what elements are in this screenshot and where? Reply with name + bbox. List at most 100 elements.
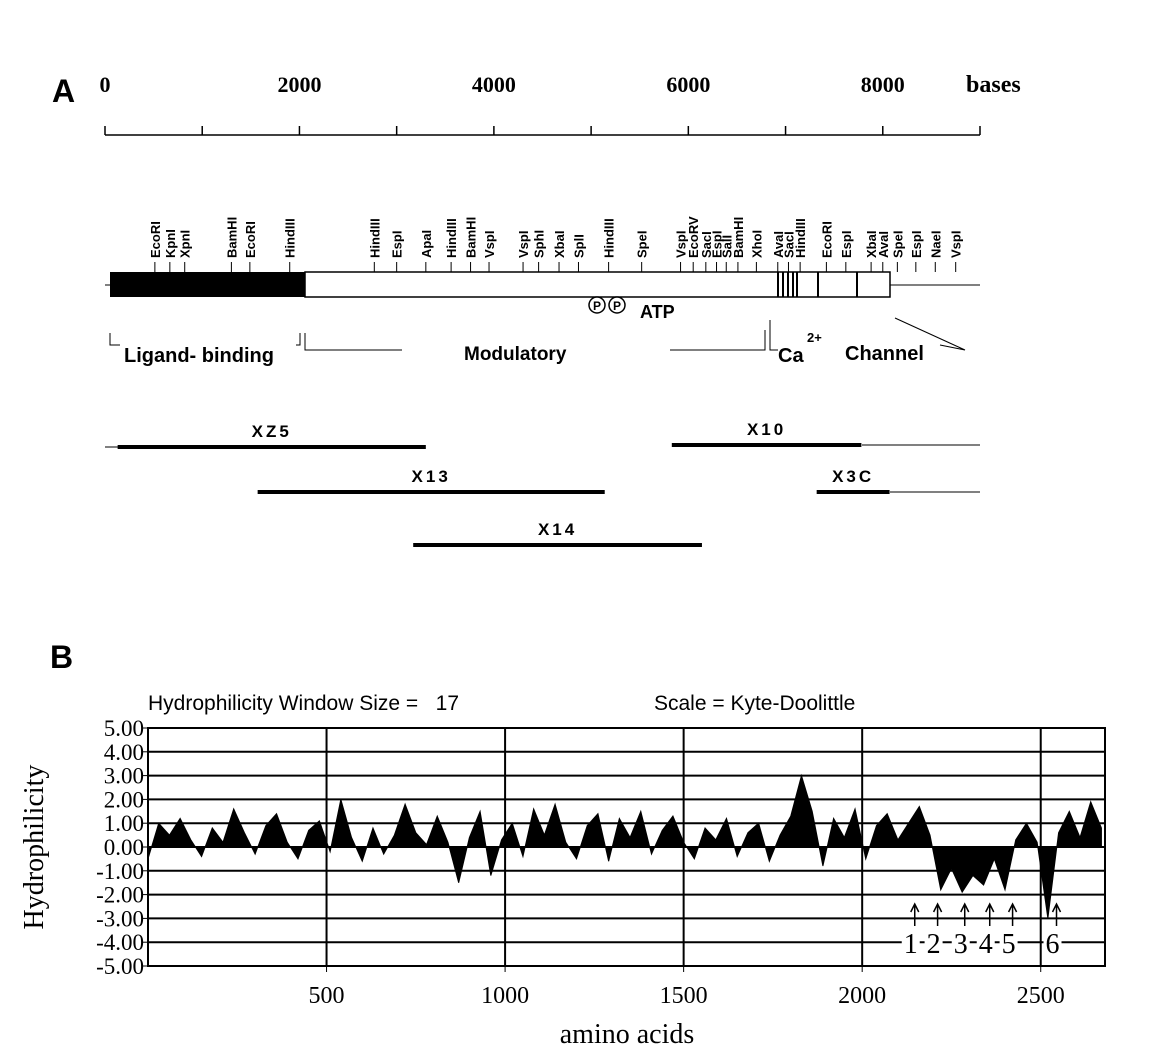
site-label: BamHI [464,217,479,258]
site-label: HindIII [283,218,298,258]
clone-extension [105,444,980,493]
panel-label: B [50,639,73,675]
domain-label: Ca [778,345,804,367]
annotation-bg [924,928,943,956]
y-tick-label: 3.00 [104,764,144,789]
y-tick-label: -3.00 [96,906,144,931]
site-label: SalI [719,235,734,258]
site-label: HindIII [602,218,617,258]
site-label: SphI [532,230,547,258]
domain-bracket [109,317,966,351]
site-label: XbaI [864,231,879,258]
atp-label: ATP [640,302,675,322]
scale-label: 0 [100,72,111,97]
gene-box [304,271,891,298]
y-tick-label: -4.00 [96,930,144,955]
annotation: 5 [1002,929,1016,960]
y-tick-label: -2.00 [96,883,144,908]
x-tick-label: 2500 [1017,983,1065,1009]
x-tick-label: 500 [309,983,345,1009]
clone-label: X13 [412,467,451,486]
annotation: 3 [954,929,968,960]
scale-label: 8000 [861,72,905,97]
annotation-bg [976,928,995,956]
site-label: EcoRI [819,221,834,258]
site-label: XhoI [749,230,764,258]
annotation-bg [901,928,920,956]
site-label: EcoRI [243,221,258,258]
site-label: EspI [909,231,924,258]
annotation-arrow [1051,902,1062,926]
x-axis-label: amino acids [560,1019,695,1050]
annotation-arrow [985,902,995,926]
channel-segments [777,272,858,297]
site-label: SpeI [890,231,905,258]
site-label: AvaI [771,231,786,258]
site-label: HindIII [367,218,382,258]
site-label: XpnI [178,230,193,258]
domain-label: Ligand- binding [124,345,274,367]
site-label: AvaI [876,231,891,258]
site-label: XbaI [552,231,567,258]
site-label: VspI [949,231,964,258]
site-label: HindIII [793,218,808,258]
clone-label: X14 [538,520,577,539]
y-tick-label: 2.00 [104,787,144,812]
annotation-arrow [960,902,970,926]
annotation: 2 [927,929,941,960]
site-label: EcoRI [148,221,163,258]
site-label: NaeI [928,231,943,258]
phospho-label: P [593,299,601,313]
site-label: BamHI [224,217,239,258]
domain-label: 2+ [807,330,822,345]
annotation-arrow [910,902,920,926]
site-label: ApaI [419,230,434,258]
scale-label: 2000 [277,72,321,97]
site-label: VspI [516,231,531,258]
site-label: SacI [699,231,714,258]
annotation: 1 [904,929,918,960]
plot-frame [147,727,1106,967]
clone-label: X3C [832,467,874,486]
annotation-bg [1043,928,1062,956]
x-tick-label: 1000 [481,983,529,1009]
clone-label: XZ5 [252,422,292,441]
site-label: SacI [781,231,796,258]
axis-unit: bases [966,72,1021,98]
phospho-label: P [613,299,621,313]
phospho-site [608,296,626,314]
domain-label: Modulatory [464,344,567,365]
y-tick-label: 0.00 [104,835,144,860]
x-tick-label: 1500 [660,983,708,1009]
annotation-arrow [1007,902,1018,926]
site-label: SplI [571,234,586,258]
y-tick-label: 4.00 [104,740,144,765]
scale-label: 4000 [472,72,516,97]
site-label: EcoRV [686,216,701,258]
y-tick-label: -1.00 [96,859,144,884]
annotation-bg [951,928,970,956]
site-label: KpnI [163,229,178,258]
site-label: EspI [710,231,725,258]
annotation: 4 [979,929,993,960]
y-axis-label: Hydrophilicity [19,765,50,930]
site-label: EspI [390,231,405,258]
clone-label: X10 [747,420,786,439]
annotation-arrow [932,902,943,926]
y-tick-label: 5.00 [104,716,144,741]
site-label: VspI [674,231,689,258]
site-label: VspI [482,231,497,258]
scale-label: 6000 [666,72,710,97]
chart-title: Hydrophilicity Window Size = 17 [148,692,459,715]
ligand-region [110,272,305,297]
site-label: BamHI [731,217,746,258]
site-label: EspI [839,231,854,258]
domain-label: Channel [845,343,924,365]
phospho-site [588,296,606,314]
site-label: SpeI [635,231,650,258]
y-tick-label: -5.00 [96,954,144,979]
site-label: HindIII [444,218,459,258]
chart-subtitle: Scale = Kyte-Doolittle [654,692,855,715]
x-tick-label: 2000 [838,983,886,1009]
